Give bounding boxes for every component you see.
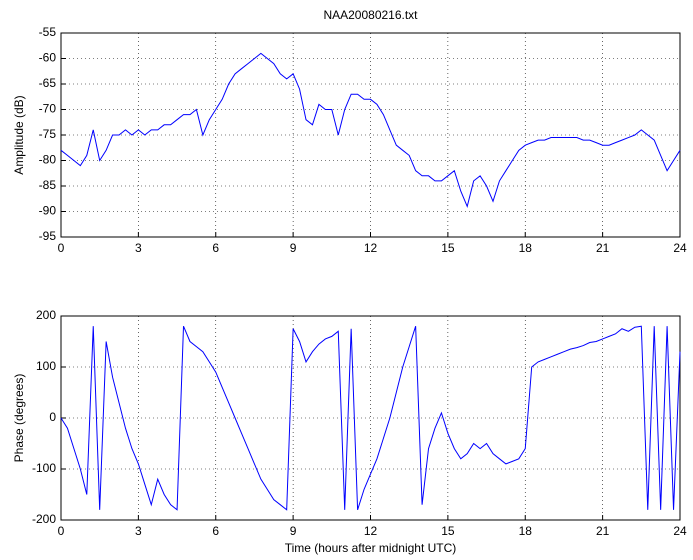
y-tick-label: 0 <box>49 410 56 424</box>
x-tick-label: 12 <box>364 524 378 538</box>
x-tick-label: 6 <box>212 241 219 255</box>
x-tick-label: 18 <box>519 524 533 538</box>
x-tick-label: 3 <box>135 241 142 255</box>
x-tick-label: 0 <box>58 241 65 255</box>
x-tick-label: 21 <box>596 524 610 538</box>
x-tick-label: 9 <box>290 524 297 538</box>
y-tick-label: -85 <box>39 178 57 192</box>
x-tick-label: 15 <box>441 241 455 255</box>
chart-title: NAA20080216.txt <box>323 8 418 22</box>
x-tick-label: 21 <box>596 241 610 255</box>
y-tick-label: -95 <box>39 229 57 243</box>
y-axis-label: Phase (degrees) <box>12 374 26 463</box>
y-tick-label: -75 <box>39 127 57 141</box>
y-tick-label: -80 <box>39 153 57 167</box>
x-tick-label: 9 <box>290 241 297 255</box>
y-tick-label: -90 <box>39 204 57 218</box>
data-line <box>60 52 681 208</box>
y-tick-label: -200 <box>32 512 56 526</box>
y-tick-label: -70 <box>39 102 57 116</box>
y-tick-label: -65 <box>39 76 57 90</box>
x-tick-label: 15 <box>441 524 455 538</box>
y-tick-label: -100 <box>32 461 56 475</box>
y-tick-label: -55 <box>39 25 57 39</box>
y-tick-label: -60 <box>39 51 57 65</box>
y-tick-label: 100 <box>36 359 56 373</box>
x-tick-label: 24 <box>673 241 687 255</box>
x-tick-label: 0 <box>58 524 65 538</box>
x-tick-label: 6 <box>212 524 219 538</box>
y-tick-label: 200 <box>36 308 56 322</box>
y-axis-label: Amplitude (dB) <box>12 95 26 174</box>
data-line <box>60 325 681 511</box>
x-tick-label: 12 <box>364 241 378 255</box>
x-tick-label: 3 <box>135 524 142 538</box>
x-tick-label: 24 <box>673 524 687 538</box>
x-axis-label: Time (hours after midnight UTC) <box>285 541 457 555</box>
axes-frame <box>60 32 681 238</box>
x-tick-label: 18 <box>519 241 533 255</box>
